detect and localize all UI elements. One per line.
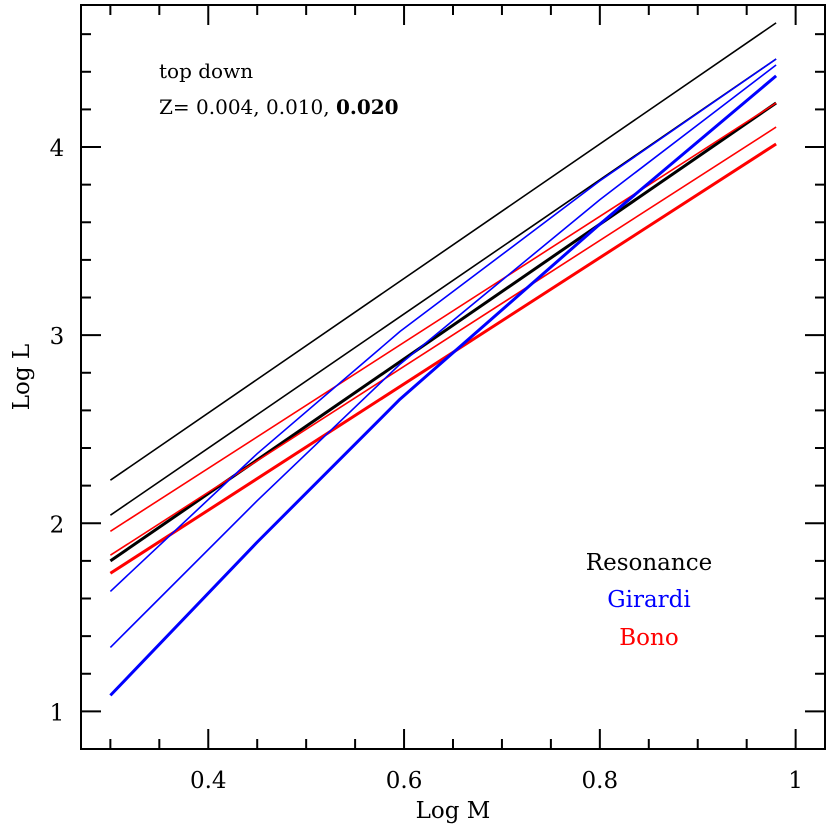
x-tick-label: 0.6 [386, 768, 423, 794]
y-tick-label: 3 [50, 324, 65, 350]
series-line-bono-z0004 [109, 102, 777, 532]
legend-bono: Bono [619, 625, 678, 651]
x-axis-label: Log M [416, 798, 491, 824]
y-tick-label: 2 [50, 512, 65, 538]
series-line-resonance-z0004 [109, 22, 777, 481]
tick-labels: 0.4 0.6 0.8 1 1 2 3 4 [50, 136, 803, 794]
y-tick-label: 4 [50, 136, 65, 162]
series-line-girardi-z002 [109, 74, 778, 697]
annotation-z-values: Z= 0.004, 0.010, [159, 95, 336, 119]
annotation-top-down: top down [159, 59, 253, 83]
series-line-girardi-z0004 [109, 58, 777, 592]
x-tick-label: 0.8 [582, 768, 619, 794]
annotation-metallicities: Z= 0.004, 0.010, 0.020 [159, 95, 399, 119]
legend-girardi: Girardi [607, 587, 691, 613]
legend-resonance: Resonance [586, 550, 712, 576]
y-tick-label: 1 [50, 700, 65, 726]
x-tick-label: 0.4 [190, 768, 227, 794]
series-line-girardi-z001 [109, 64, 777, 648]
series-line-resonance-z002 [109, 101, 777, 563]
x-tick-label: 1 [788, 768, 803, 794]
plot-frame [80, 4, 826, 750]
series-lines [109, 22, 778, 697]
series-line-bono-z001 [109, 126, 777, 556]
legend: Resonance Girardi Bono [586, 550, 712, 651]
series-line-bono-z002 [109, 142, 777, 575]
axis-ticks [81, 5, 825, 750]
y-axis-label: Log L [9, 344, 35, 410]
annotation-z-bold: 0.020 [336, 95, 399, 119]
